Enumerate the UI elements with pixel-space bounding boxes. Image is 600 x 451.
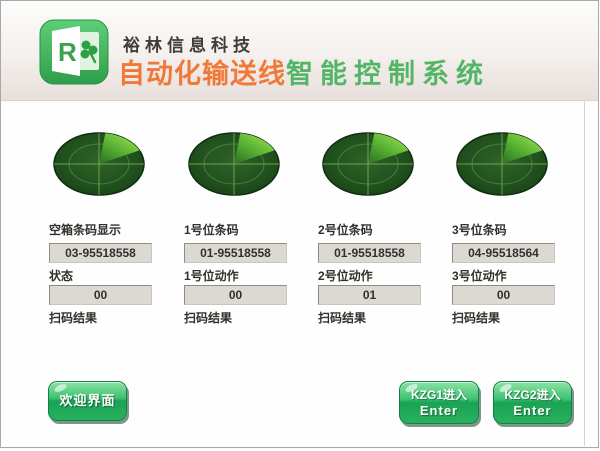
scan-result-label-2: 扫码结果: [318, 311, 367, 325]
clover-icon: [80, 40, 98, 64]
pos2-action-label: 2号位动作: [318, 269, 373, 283]
empty-box-barcode-label: 空箱条码显示: [49, 223, 122, 237]
app-title: 自动化输送线智能控制系统: [118, 52, 490, 91]
kzg2-button-sublabel: Enter: [513, 402, 552, 418]
radar-display-2: [188, 132, 280, 196]
kzg1-enter-button[interactable]: KZG1进入 Enter: [399, 381, 479, 424]
pos3-barcode-label: 3号位条码: [452, 223, 507, 237]
title-orange: 自动化输送线: [118, 59, 286, 89]
scan-result-label-3: 扫码结果: [452, 311, 501, 325]
radar-display-1: [53, 132, 145, 196]
kzg1-button-label: KZG1进入: [410, 387, 467, 402]
scan-result-label-0: 扫码结果: [49, 311, 98, 325]
panel-edge: [584, 101, 585, 446]
status-label: 状态: [49, 269, 74, 283]
company-name: 裕林信息科技: [123, 36, 255, 55]
empty-box-barcode-field[interactable]: [49, 243, 152, 263]
title-green: 智能控制系统: [286, 59, 490, 89]
radar-display-4: [456, 132, 548, 196]
kzg2-button-label: KZG2进入: [504, 387, 561, 402]
pos2-barcode-field[interactable]: [318, 243, 421, 263]
radar-display-3: [322, 132, 414, 196]
scan-result-label-1: 扫码结果: [184, 311, 233, 325]
pos2-barcode-label: 2号位条码: [318, 223, 373, 237]
pos3-barcode-field[interactable]: [452, 243, 555, 263]
header: R 裕林信息科技 自动化输送线智能控制系统: [1, 1, 598, 101]
pos1-barcode-field[interactable]: [184, 243, 287, 263]
pos2-action-field[interactable]: [318, 285, 421, 305]
logo-letter: R: [58, 37, 77, 67]
welcome-button-label: 欢迎界面: [59, 393, 116, 408]
kzg2-enter-button[interactable]: KZG2进入 Enter: [493, 381, 572, 424]
pos3-action-label: 3号位动作: [452, 269, 507, 283]
pos1-action-label: 1号位动作: [184, 269, 239, 283]
pos1-action-field[interactable]: [184, 285, 287, 305]
app-logo: R: [39, 19, 109, 85]
kzg1-button-sublabel: Enter: [419, 402, 459, 418]
status-field[interactable]: [49, 285, 152, 305]
welcome-screen-button[interactable]: 欢迎界面: [48, 381, 127, 421]
pos3-action-field[interactable]: [452, 285, 555, 305]
pos1-barcode-label: 1号位条码: [184, 223, 239, 237]
